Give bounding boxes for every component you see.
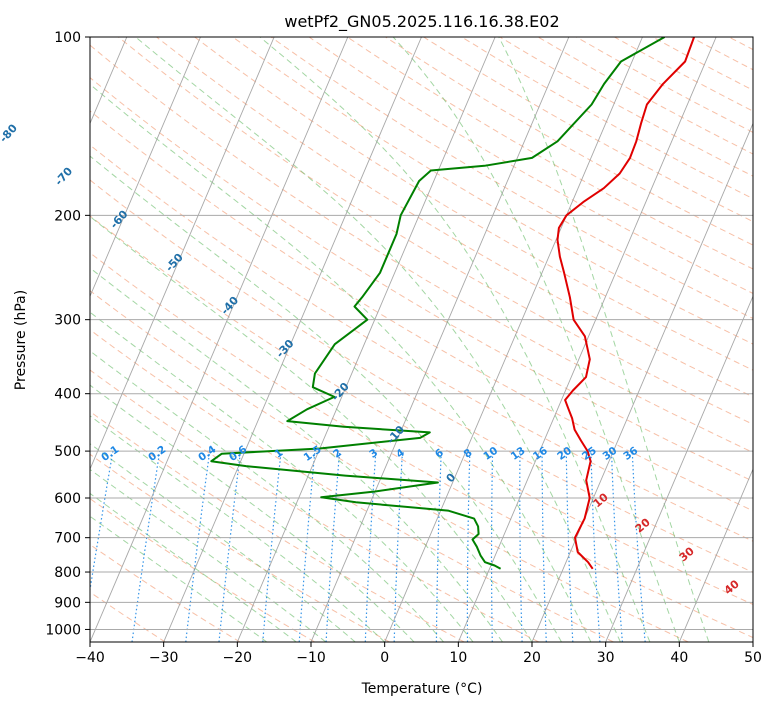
x-tick-label: −30 [149,650,179,666]
x-tick-label: 30 [597,650,615,666]
y-tick-label: 200 [54,208,81,224]
x-tick-label: −40 [75,650,105,666]
x-tick-label: 20 [523,650,541,666]
x-axis-label: Temperature (°C) [361,681,483,697]
y-tick-label: 700 [54,531,81,547]
y-tick-label: 400 [54,387,81,403]
x-tick-label: 40 [670,650,688,666]
y-tick-label: 500 [54,444,81,460]
x-tick-label: −20 [223,650,253,666]
x-tick-label: 0 [380,650,389,666]
x-tick-label: −10 [296,650,326,666]
chart-title: wetPf2_GN05.2025.116.16.38.E02 [284,12,559,32]
y-tick-label: 1000 [45,622,81,638]
x-tick-label: 50 [744,650,762,666]
y-tick-label: 800 [54,565,81,581]
y-tick-label: 100 [54,30,81,46]
y-axis-label: Pressure (hPa) [13,290,29,390]
y-tick-label: 600 [54,491,81,507]
x-tick-label: 10 [449,650,467,666]
y-tick-label: 900 [54,595,81,611]
y-tick-label: 300 [54,313,81,329]
